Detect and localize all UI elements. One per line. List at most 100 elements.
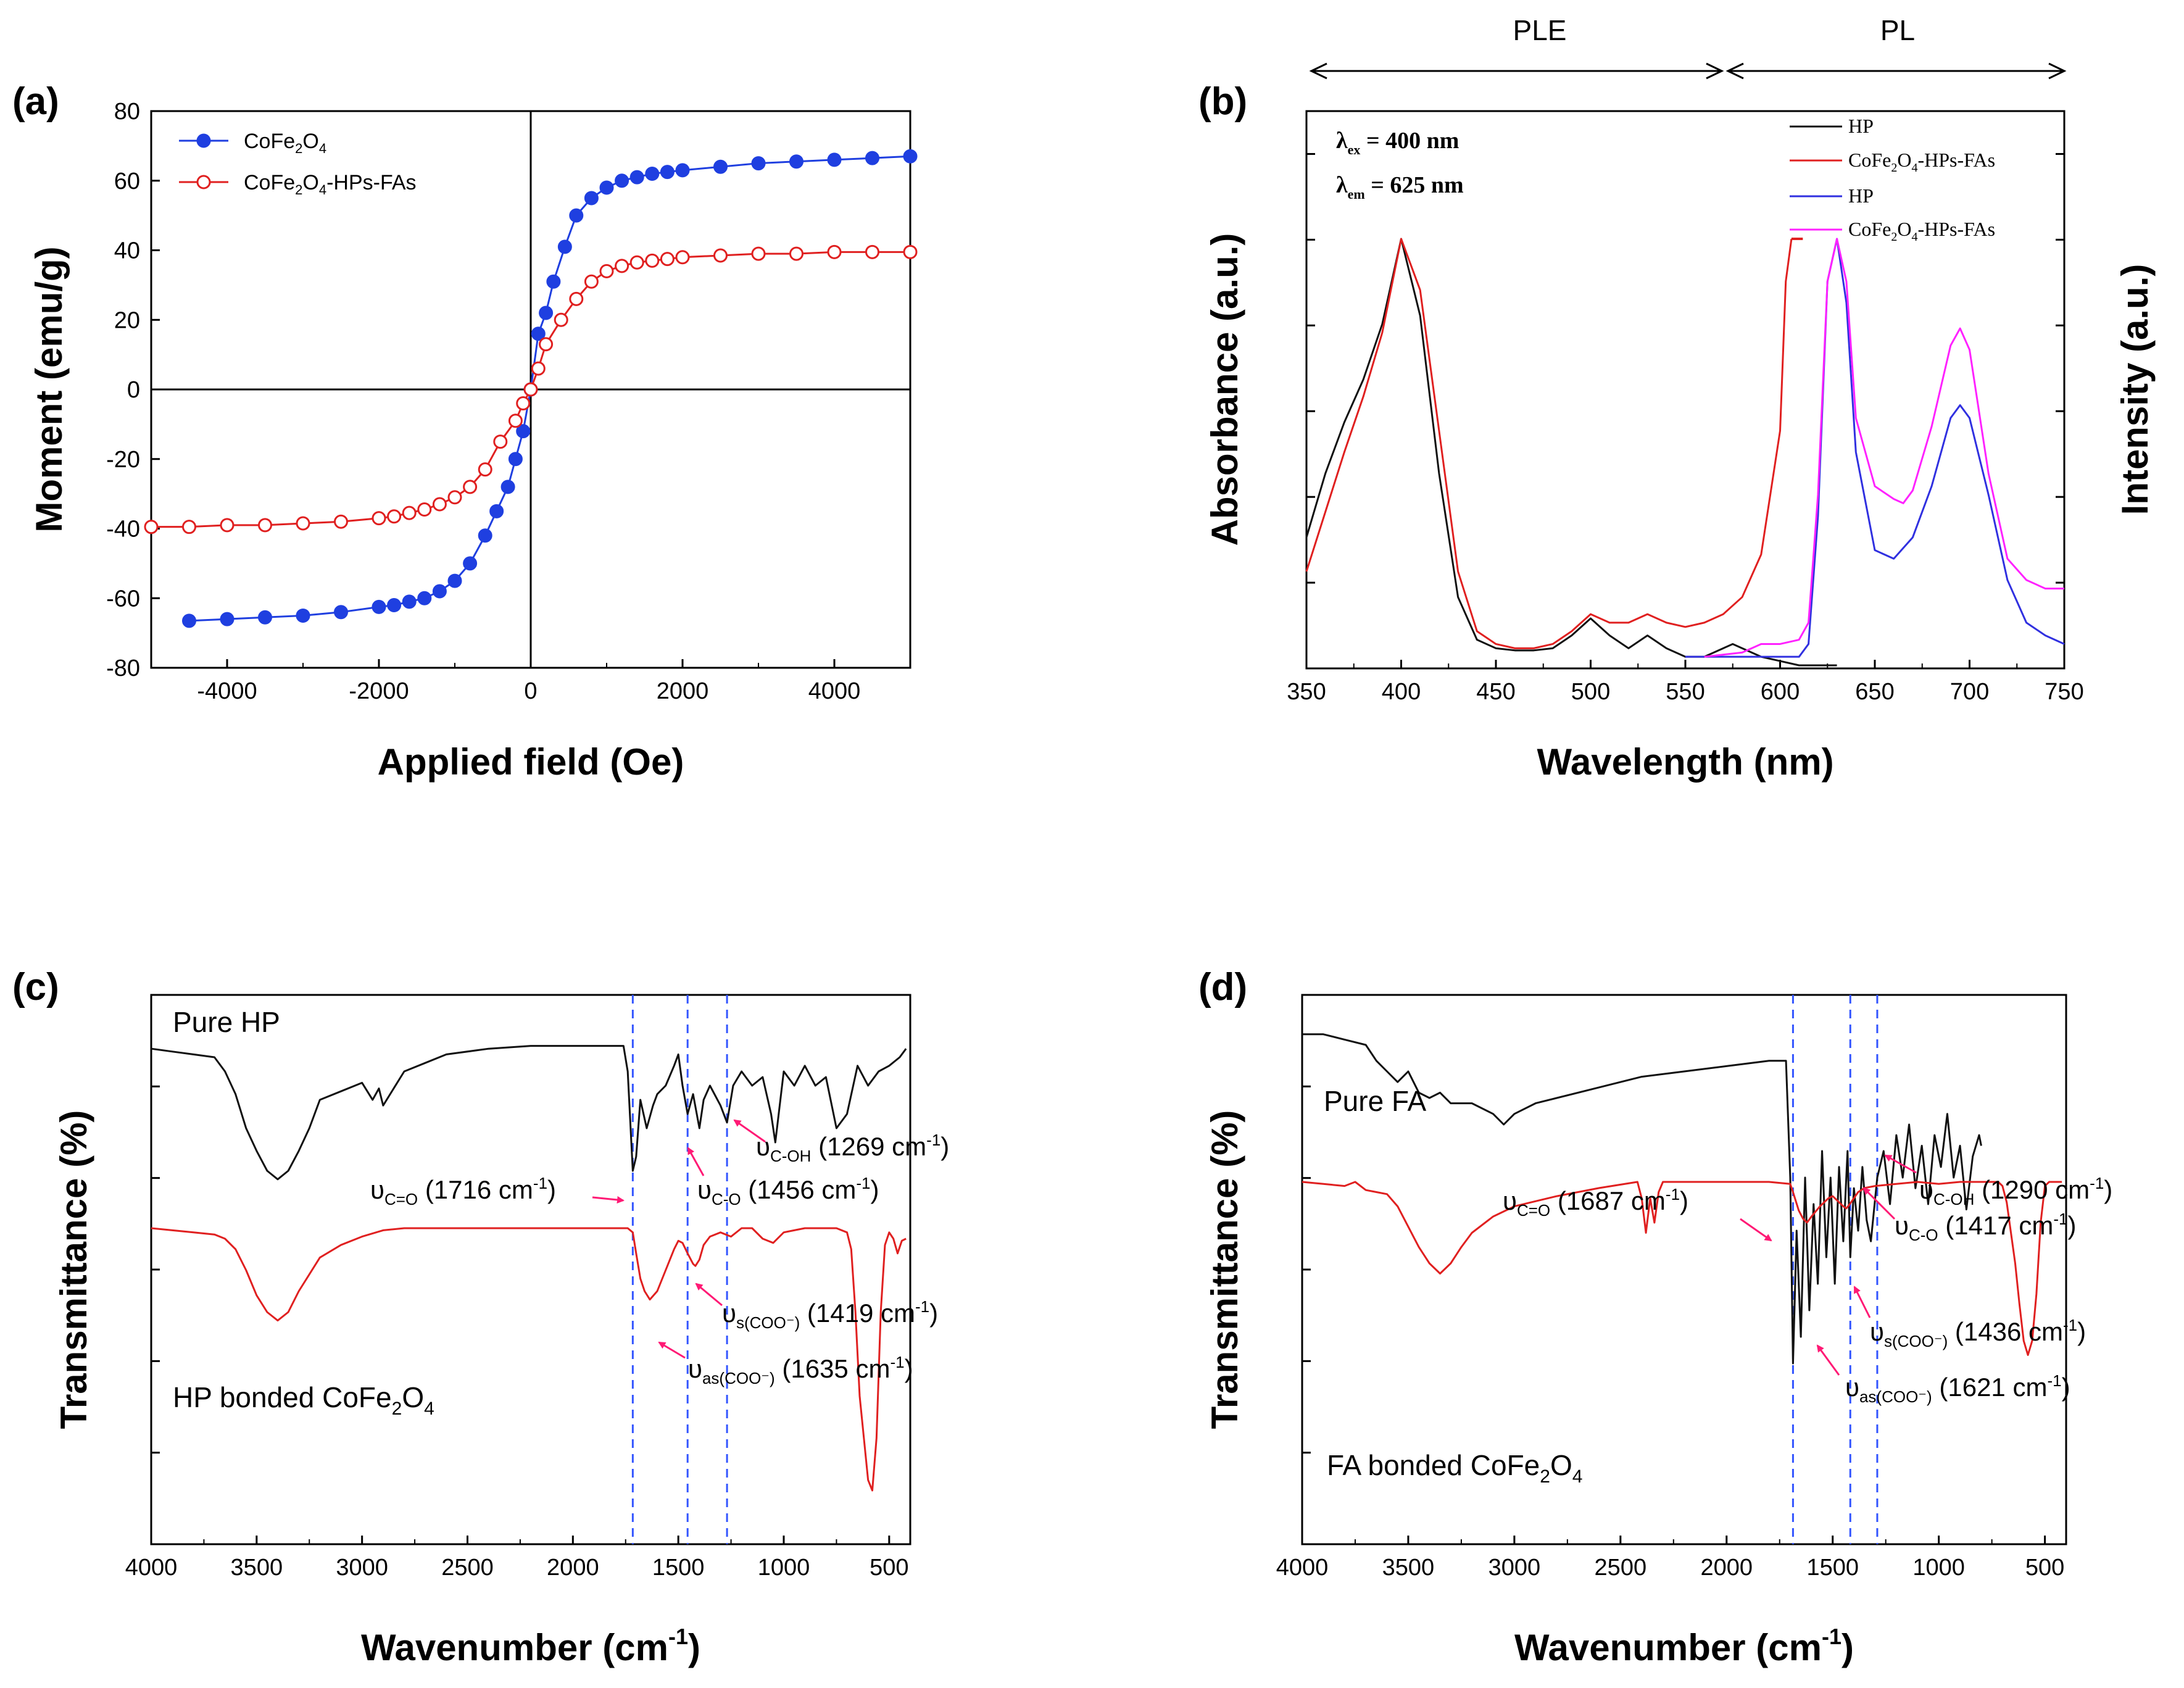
x-tick-label: 550	[1666, 679, 1704, 705]
data-point	[865, 244, 879, 259]
data-point	[645, 166, 660, 181]
data-point	[387, 509, 402, 524]
data-point	[569, 208, 584, 223]
data-point	[372, 511, 386, 526]
legend-b-label-2: CoFe2O4-HPs-FAs	[1848, 149, 1995, 175]
panel-b-legend: HP CoFe2O4-HPs-FAs HP CoFe2O4-HPs-FAs	[1790, 115, 1995, 244]
series-line-pl-hp	[1685, 238, 2065, 658]
data-point	[372, 599, 386, 614]
data-point	[489, 504, 504, 518]
annotation-arrow-2	[1862, 1187, 1896, 1220]
panel-b-xlabel: Wavelength (nm)	[1537, 741, 1833, 783]
data-point	[789, 154, 803, 169]
data-point	[516, 396, 531, 411]
y-tick-label: -60	[106, 586, 140, 612]
data-point	[508, 452, 523, 467]
pl-arrow-left-head	[1725, 62, 1744, 80]
data-point	[751, 156, 766, 171]
panel-a-legend: CoFe2O4 CoFe2O4-HPs-FAs	[179, 130, 417, 197]
x-tick-label: 4000	[125, 1555, 178, 1581]
data-point	[531, 326, 546, 341]
data-point	[645, 253, 660, 268]
y-tick-label: -40	[106, 517, 140, 543]
data-point	[516, 424, 531, 439]
annotation-2: υC-OH (1269 cm-1)	[756, 1131, 949, 1165]
panel-a-series	[144, 149, 918, 628]
x-tick-label: 2500	[1595, 1555, 1647, 1581]
ple-arrow-left-head	[1309, 62, 1327, 80]
legend-a-marker-1	[196, 133, 211, 148]
data-point	[660, 165, 675, 180]
annotation-1: υC-OH (1290 cm-1)	[1919, 1174, 2112, 1208]
label-fa-bonded: FA bonded CoFe2O4	[1327, 1449, 1582, 1487]
data-point	[447, 490, 462, 505]
x-tick-label: 2500	[441, 1555, 494, 1581]
data-point	[569, 291, 584, 306]
y-tick-label: 40	[114, 238, 140, 264]
annotation-arrow-0	[1740, 1218, 1772, 1242]
series-line-pure	[1302, 1033, 1982, 1365]
x-tick-label: 2000	[657, 678, 709, 704]
lambda-ex-annotation: λex = 400 nm	[1336, 128, 1459, 157]
panel-c-dashed-lines	[631, 995, 728, 1544]
panel-d-annotations: υC=O (1687 cm-1) υC-OH (1290 cm-1)υC-O (1…	[1503, 1154, 2112, 1406]
panel-a-label: (a)	[12, 80, 59, 123]
panel-a-axes: -4000 -2000 0 2000 4000 -80 -60 -40 -20 0 20 40 60 80	[106, 99, 911, 704]
y-tick-label: 20	[114, 307, 140, 333]
x-tick-label: 500	[2025, 1555, 2064, 1581]
x-tick-label: 650	[1855, 679, 1894, 705]
annotation-arrow-3	[1853, 1286, 1871, 1318]
x-tick-label: 4000	[1276, 1555, 1329, 1581]
data-point	[789, 246, 803, 261]
x-tick-label: 750	[2045, 679, 2083, 705]
panel-b-ylabel-left: Absorbance (a.u.)	[1204, 233, 1245, 546]
legend-b-label-1: HP	[1848, 115, 1874, 137]
data-point	[615, 173, 629, 188]
label-pure-hp: Pure HP	[173, 1006, 280, 1038]
data-point	[599, 180, 614, 195]
legend-a-label-2: CoFe2O4-HPs-FAs	[244, 171, 417, 197]
panel-d-label: (d)	[1198, 966, 1247, 1008]
annotation-0: υC=O (1716 cm-1)	[370, 1174, 556, 1208]
panel-c-axes: 4000 3500 3000 2500 2000 1500 1000 500	[125, 1085, 909, 1581]
data-point	[432, 497, 447, 512]
x-tick-label: 3500	[1382, 1555, 1435, 1581]
x-tick-label: 3000	[336, 1555, 388, 1581]
legend-a-label-1: CoFe2O4	[244, 130, 326, 156]
series-line-bonded	[151, 1227, 907, 1492]
data-point	[675, 250, 690, 265]
data-point	[599, 264, 614, 278]
panel-c-annotations: υC=O (1716 cm-1) υC-O (1456 cm-1) υC-OH (1…	[370, 1119, 949, 1387]
annotation-arrow-4	[658, 1341, 686, 1359]
panel-d-dashed-lines	[1792, 995, 1879, 1544]
data-point	[220, 612, 235, 626]
data-point	[417, 502, 432, 517]
data-point	[402, 594, 417, 609]
series-line-pure	[151, 1045, 907, 1181]
annotation-2: υC-O (1417 cm-1)	[1895, 1210, 2077, 1244]
data-point	[865, 151, 879, 165]
panel-c-label: (c)	[12, 966, 59, 1008]
annotation-arrow-1	[1884, 1154, 1917, 1174]
x-tick-label: 0	[524, 678, 537, 704]
data-point	[629, 255, 644, 270]
legend-b-label-3: HP	[1848, 185, 1874, 207]
series-line-ple-cofe2o4-hps-fas	[1305, 238, 1793, 649]
data-point	[447, 573, 462, 588]
annotation-arrow-1	[687, 1147, 705, 1176]
legend-b-label-4: CoFe2O4-HPs-FAs	[1848, 218, 1995, 244]
ple-arrow-right-head	[1706, 62, 1724, 80]
data-point	[827, 152, 842, 167]
annotation-arrow-3	[695, 1283, 723, 1307]
data-point	[463, 480, 478, 494]
data-point	[660, 252, 675, 267]
annotation-arrow-0	[592, 1196, 625, 1204]
data-point	[493, 434, 508, 449]
x-tick-label: -4000	[197, 678, 257, 704]
data-point	[584, 274, 599, 289]
panel-c-xlabel: Wavenumber (cm-1)	[361, 1624, 700, 1668]
annotation-0: υC=O (1687 cm-1)	[1503, 1185, 1688, 1220]
panel-c-ylabel: Transmittance (%)	[53, 1110, 94, 1429]
data-point	[334, 605, 348, 620]
